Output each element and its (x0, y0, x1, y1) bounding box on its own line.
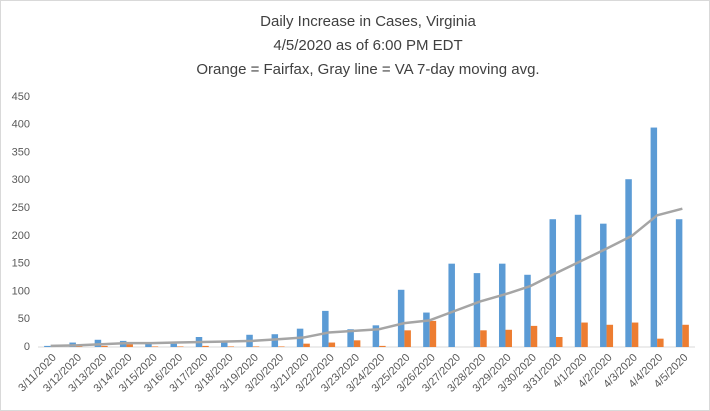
bar (606, 324, 614, 347)
bar (372, 325, 380, 347)
bar (631, 322, 639, 347)
bar (176, 346, 184, 347)
bar (675, 219, 683, 347)
bar (170, 343, 177, 347)
chart-subtitle: Orange = Fairfax, Gray line = VA 7-day m… (196, 61, 539, 78)
bar (657, 338, 664, 347)
bar (101, 345, 108, 347)
bar (44, 345, 51, 347)
bar (549, 219, 557, 347)
bar (151, 346, 159, 347)
bar (530, 325, 538, 347)
line (50, 207, 683, 348)
bar (303, 343, 310, 347)
bar (524, 274, 531, 347)
bar (227, 346, 235, 347)
bar (498, 263, 506, 347)
bar (556, 337, 563, 347)
y-tick-label: 100 (12, 285, 30, 297)
bar (397, 289, 405, 347)
bar (404, 330, 411, 347)
bar (379, 345, 386, 347)
bar (581, 322, 588, 347)
chart-subtitle: 4/5/2020 as of 6:00 PM EDT (273, 37, 462, 54)
bar (574, 214, 582, 347)
y-tick-label: 400 (12, 119, 30, 131)
bar (505, 329, 512, 347)
bar (221, 341, 228, 347)
bar (480, 330, 487, 347)
bar (682, 324, 689, 347)
y-tick-label: 450 (12, 91, 30, 103)
bar (448, 263, 455, 347)
bar (126, 344, 133, 347)
bar (145, 343, 152, 347)
y-tick-label: 350 (12, 146, 30, 158)
bar (75, 346, 83, 347)
y-tick-label: 50 (18, 313, 30, 325)
bar (625, 179, 632, 347)
y-tick-label: 150 (12, 258, 30, 270)
bar (600, 223, 607, 347)
bar (423, 312, 430, 347)
y-tick-label: 250 (12, 202, 30, 214)
bar (429, 320, 437, 347)
bar (353, 340, 361, 347)
y-tick-label: 300 (12, 174, 30, 186)
bar (202, 345, 209, 347)
y-tick-label: 0 (24, 341, 30, 353)
bar (650, 127, 658, 347)
y-tick-label: 200 (12, 230, 30, 242)
bar (322, 310, 329, 347)
bar (473, 273, 481, 347)
bar (328, 342, 336, 347)
bar (252, 346, 260, 347)
chart-title: Daily Increase in Cases, Virginia (260, 13, 476, 30)
bar (278, 346, 285, 347)
bar (347, 329, 354, 347)
